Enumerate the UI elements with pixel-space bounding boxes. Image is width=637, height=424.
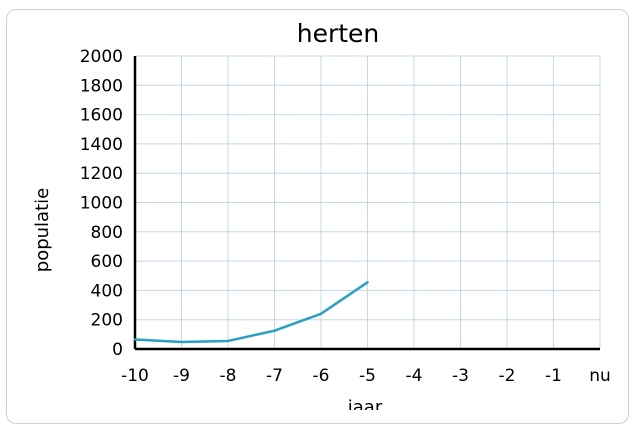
y-axis-label: populatie xyxy=(32,188,53,272)
y-tick-label: 1400 xyxy=(80,135,123,155)
x-tick-label: -1 xyxy=(545,366,562,386)
x-tick-label: -7 xyxy=(266,366,283,386)
x-tick-label: -9 xyxy=(173,366,190,386)
x-axis-label: jaar xyxy=(347,397,383,410)
series-group xyxy=(133,281,369,344)
line-chart: herten 0 200 400 600 800 1000 1200 1400 1600 1800… xyxy=(32,19,611,410)
y-tick-label: 1600 xyxy=(80,106,123,126)
y-tick-label: 200 xyxy=(91,311,123,331)
axes xyxy=(133,56,600,351)
x-tick-label: -10 xyxy=(121,366,149,386)
x-tick-label: nu xyxy=(589,366,611,386)
x-tick-label: -5 xyxy=(359,366,376,386)
chart-title: herten xyxy=(297,19,380,48)
x-tick-labels: -10 -9 -8 -7 -6 -5 -4 -3 -2 -1 nu xyxy=(121,366,611,386)
y-tick-label: 800 xyxy=(91,223,123,243)
x-tick-label: -8 xyxy=(220,366,237,386)
grid-lines xyxy=(135,55,601,349)
y-tick-label: 600 xyxy=(91,252,123,272)
y-tick-label: 0 xyxy=(112,340,123,360)
x-tick-label: -4 xyxy=(406,366,423,386)
y-tick-label: 2000 xyxy=(80,47,123,67)
y-tick-label: 1200 xyxy=(80,164,123,184)
x-tick-label: -6 xyxy=(313,366,330,386)
y-tick-label: 1800 xyxy=(80,76,123,96)
chart-frame xyxy=(6,9,629,424)
x-tick-label: -3 xyxy=(452,366,469,386)
x-tick-label: -2 xyxy=(499,366,516,386)
y-tick-labels: 0 200 400 600 800 1000 1200 1400 1600 1800 2000 xyxy=(80,47,123,360)
y-tick-label: 400 xyxy=(91,281,123,301)
series-line xyxy=(133,281,369,344)
y-tick-label: 1000 xyxy=(80,194,123,214)
